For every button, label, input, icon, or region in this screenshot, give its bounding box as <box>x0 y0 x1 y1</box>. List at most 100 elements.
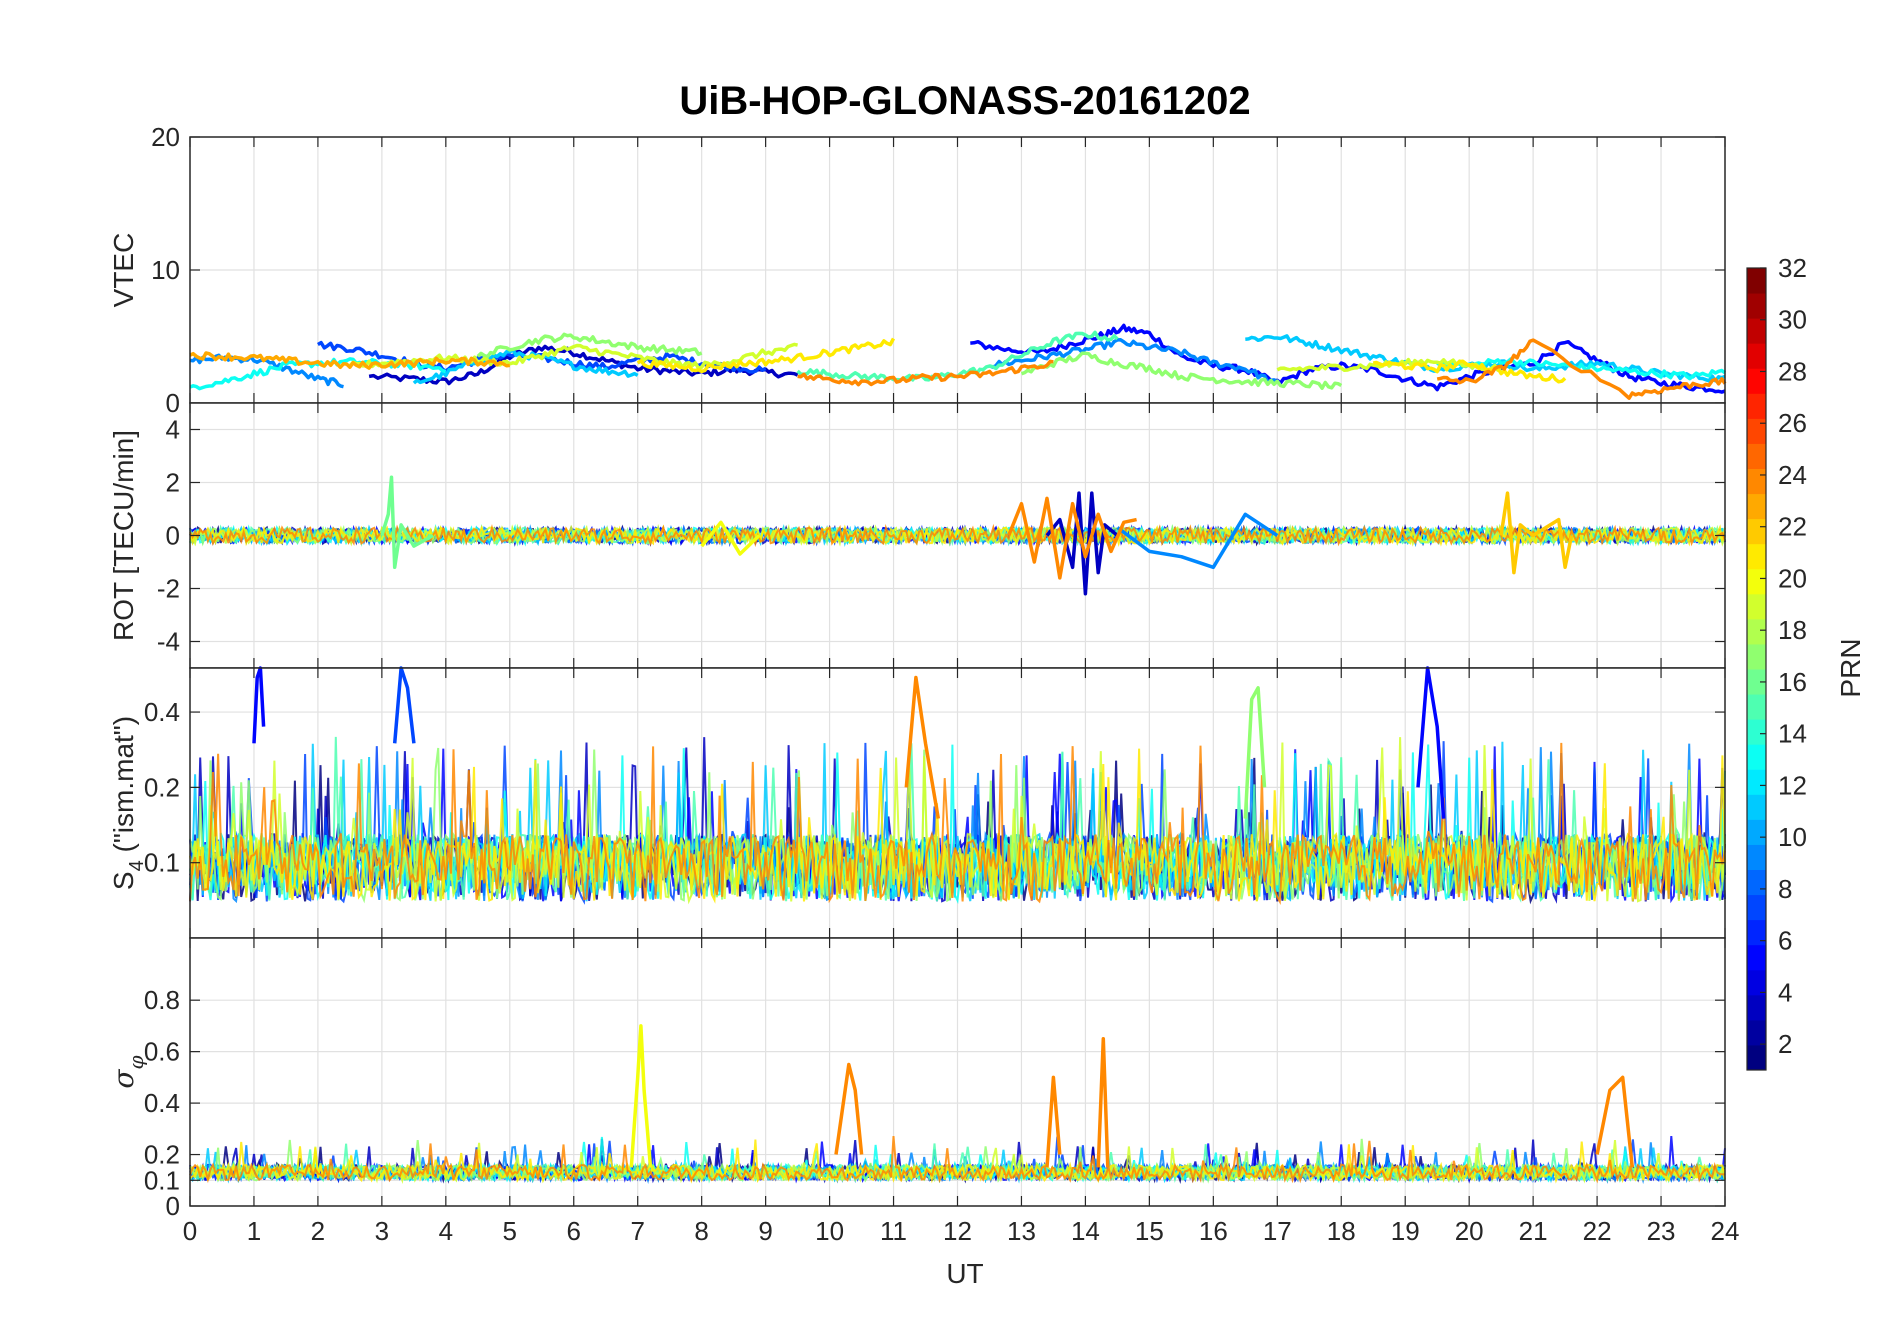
colorbar-step <box>1747 919 1766 946</box>
x-tick-label: 23 <box>1647 1216 1676 1246</box>
x-tick-label: 6 <box>567 1216 581 1246</box>
colorbar-step <box>1747 844 1766 870</box>
series-rot-prn-3-0 <box>1045 491 1119 596</box>
colorbar-step <box>1747 468 1766 495</box>
series-vtec-prn-24-11 <box>797 338 1727 400</box>
colorbar-step <box>1747 819 1766 845</box>
colorbar-step <box>1747 368 1766 394</box>
colorbar-tick-label: 18 <box>1778 615 1807 645</box>
colorbar-step <box>1747 593 1766 620</box>
x-tick-label: 22 <box>1583 1216 1612 1246</box>
x-tick-label: 14 <box>1071 1216 1100 1246</box>
panel-vtec: 0 10 20 VTEC <box>108 122 1727 418</box>
colorbar-step <box>1747 1019 1766 1046</box>
series-sigma_phi-prn-20-0 <box>629 1024 653 1168</box>
y-tick-label: 20 <box>151 122 180 152</box>
series-rot-prn-20-3 <box>700 520 761 556</box>
noise-traces <box>189 1136 1726 1185</box>
x-tick-label: 7 <box>630 1216 644 1246</box>
colorbar-tick-label: 6 <box>1778 926 1792 956</box>
colorbar-step <box>1747 293 1766 319</box>
series <box>629 1024 1635 1168</box>
series-sigma_phi-prn-24-1 <box>834 1062 864 1155</box>
y-tick-label: 0 <box>166 388 180 418</box>
series <box>380 475 1574 596</box>
x-tick-label: 12 <box>943 1216 972 1246</box>
series-vtec-prn-9-3 <box>189 338 1279 389</box>
y-tick-label: -2 <box>157 574 180 604</box>
colorbar-tick-label: 24 <box>1778 460 1807 490</box>
series-rot-prn-24-5 <box>1007 496 1137 580</box>
y-tick-label: 4 <box>166 415 180 445</box>
x-tick-label: 2 <box>311 1216 325 1246</box>
colorbar-step <box>1747 944 1766 971</box>
colorbar-tick-label: 32 <box>1778 253 1807 283</box>
colorbar-step <box>1747 568 1766 595</box>
y-axis-label-sigma_phi: σφ <box>107 1055 148 1088</box>
x-tick-label: 24 <box>1711 1216 1740 1246</box>
colorbar-label: PRN <box>1835 638 1866 697</box>
x-tick-label: 16 <box>1199 1216 1228 1246</box>
series-vtec-prn-7-2 <box>317 340 767 374</box>
x-tick-label: 20 <box>1455 1216 1484 1246</box>
y-tick-label: 0.4 <box>144 1088 180 1118</box>
colorbar-step <box>1747 518 1766 545</box>
colorbar-step <box>1747 1044 1766 1071</box>
y-tick-label: 2 <box>166 468 180 498</box>
colorbar-tick-label: 12 <box>1778 770 1807 800</box>
x-tick-label: 18 <box>1327 1216 1356 1246</box>
colorbar-step <box>1747 618 1766 645</box>
series-s4-prn-5-0 <box>252 666 266 744</box>
colorbar-step <box>1747 418 1766 444</box>
y-axis-label-vtec: VTEC <box>108 233 139 308</box>
y-tick-label: 0.6 <box>144 1037 180 1067</box>
colorbar-step <box>1747 869 1766 896</box>
colorbar-step <box>1747 393 1766 419</box>
y-tick-label: 0.2 <box>144 1140 180 1170</box>
colorbar-tick-label: 8 <box>1778 874 1792 904</box>
panel-sigma_phi: 00.10.2 0.4 0.6 0.8 σφ <box>107 937 1726 1221</box>
colorbar-step <box>1747 343 1766 369</box>
series-sigma_phi-prn-24-2 <box>1096 1037 1110 1168</box>
colorbar-tick-label: 4 <box>1778 977 1792 1007</box>
y-tick-label: 0.2 <box>144 772 180 802</box>
noise-traces <box>189 523 1726 548</box>
series-rot-prn-22-4 <box>1499 491 1574 575</box>
x-tick-label: 11 <box>880 1216 907 1246</box>
colorbar-step <box>1747 994 1766 1021</box>
noise-trace-prn-24 <box>189 523 1726 548</box>
series <box>189 323 1727 400</box>
x-tick-label: 5 <box>503 1216 517 1246</box>
x-tick-label: 1 <box>247 1216 261 1246</box>
x-tick-label: 8 <box>694 1216 708 1246</box>
colorbar-tick-label: 22 <box>1778 512 1807 542</box>
y-tick-labels: 00.10.2 0.4 0.6 0.8 <box>144 985 1725 1221</box>
colorbar-step <box>1747 769 1766 795</box>
colorbar-step <box>1747 744 1766 770</box>
colorbar-frame <box>1746 267 1767 1071</box>
noise-trace-prn-24 <box>189 1136 1726 1184</box>
colorbar-tick-label: 16 <box>1778 667 1807 697</box>
colorbar-tick-label: 30 <box>1778 305 1807 335</box>
colorbar-step <box>1747 268 1766 294</box>
x-ticks <box>189 403 1726 668</box>
colorbar-tick-label: 26 <box>1778 408 1807 438</box>
series <box>252 666 1446 819</box>
colorbar-step <box>1747 318 1766 344</box>
series-s4-prn-17-4 <box>1243 686 1267 819</box>
y-tick-label: 0 <box>166 521 180 551</box>
colorbar-step <box>1747 643 1766 670</box>
x-tick-label: 15 <box>1135 1216 1164 1246</box>
x-ticks <box>189 137 1726 403</box>
noise-trace-prn-21 <box>189 1139 1726 1184</box>
x-tick-label: 10 <box>815 1216 844 1246</box>
x-ticks <box>189 668 1726 938</box>
y-tick-label: -4 <box>157 627 180 657</box>
y-axis-label-s4: S4 ("ism.mat") <box>108 716 148 890</box>
colorbar-step <box>1747 719 1766 745</box>
y-tick-labels: -4 -2 0 2 4 <box>157 415 1725 657</box>
x-tick-label: 3 <box>375 1216 389 1246</box>
series-s4-prn-24-2 <box>904 675 941 819</box>
